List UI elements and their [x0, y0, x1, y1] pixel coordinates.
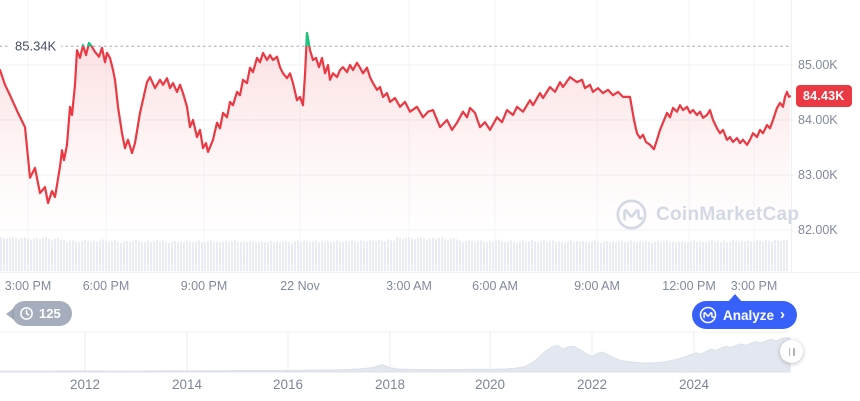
history-badge[interactable]: 125: [12, 301, 72, 326]
x-axis-label: 3:00 PM: [4, 279, 52, 293]
chevron-right-icon: ›: [780, 305, 786, 323]
analyze-caret: [727, 294, 743, 303]
year-label: 2020: [474, 377, 506, 392]
current-price-badge: 84.43K: [796, 85, 852, 108]
range-handle[interactable]: [780, 340, 803, 363]
y-axis-label: 83.00K: [798, 168, 838, 182]
date-range-navigator[interactable]: [0, 331, 860, 373]
pause-handle-icon: [788, 347, 790, 356]
x-axis-label: 22 Nov: [280, 279, 320, 293]
x-axis-label: 3:00 AM: [386, 279, 432, 293]
ath-price-label: 85.34K: [10, 38, 62, 54]
y-axis-label: 84.00K: [798, 113, 838, 127]
x-axis-label: 9:00 PM: [180, 279, 228, 293]
y-axis-label: 85.00K: [798, 58, 838, 72]
year-label: 2024: [678, 377, 710, 392]
price-chart-canvas[interactable]: [0, 0, 860, 272]
x-axis-label: 12:00 PM: [662, 279, 716, 293]
y-axis-label: 82.00K: [798, 223, 838, 237]
price-chart-region[interactable]: [0, 0, 860, 272]
analyze-button[interactable]: Analyze ›: [692, 301, 798, 329]
pause-handle-icon: [793, 347, 795, 356]
navigator-canvas[interactable]: [0, 331, 860, 373]
price-line: [0, 31, 792, 205]
year-label: 2016: [272, 377, 304, 392]
x-axis-label: 6:00 PM: [82, 279, 130, 293]
clock-history-icon: [20, 307, 33, 320]
navigator-area: [0, 337, 791, 373]
analyze-label: Analyze: [723, 307, 775, 323]
coinmarketcap-logo-icon: [699, 306, 717, 324]
price-area-fill: [0, 33, 790, 272]
history-count: 125: [39, 306, 61, 321]
year-label: 2018: [374, 377, 406, 392]
year-label: 2012: [69, 377, 101, 392]
time-axis-divider: [0, 272, 860, 273]
year-label: 2022: [576, 377, 608, 392]
x-axis-label: 6:00 AM: [472, 279, 518, 293]
year-label: 2014: [171, 377, 203, 392]
x-axis-label: 9:00 AM: [574, 279, 620, 293]
x-axis-label: 3:00 PM: [730, 279, 778, 293]
